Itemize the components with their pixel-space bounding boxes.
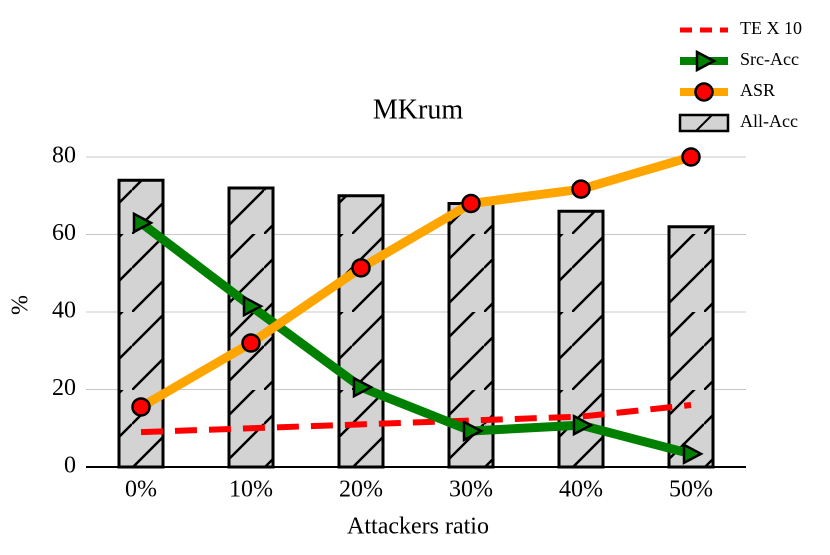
y-tick-label: 80 bbox=[52, 143, 76, 169]
chart-title: MKrum bbox=[373, 94, 463, 125]
marker bbox=[572, 414, 594, 437]
line bbox=[138, 152, 693, 411]
legend-label: ASR bbox=[740, 80, 775, 100]
legend-label: All-Acc bbox=[740, 111, 798, 131]
y-tick-label: 60 bbox=[52, 220, 76, 246]
legend: TE X 10 Src-Acc ASR All-Acc bbox=[678, 18, 802, 133]
marker bbox=[351, 258, 371, 278]
lines bbox=[131, 147, 704, 465]
marker bbox=[461, 193, 481, 214]
marker bbox=[681, 147, 701, 167]
marker bbox=[132, 211, 154, 234]
y-axis-label: % bbox=[8, 295, 34, 315]
grid: 0 20 40 60 80 0% 10% 20% 30% 40% 50% bbox=[52, 143, 746, 503]
legend-label: Src-Acc bbox=[740, 49, 799, 69]
x-tick-label: 50% bbox=[669, 477, 713, 503]
marker bbox=[242, 295, 264, 318]
line bbox=[138, 219, 693, 459]
legend-hatch bbox=[695, 114, 713, 132]
legend-label: TE X 10 bbox=[740, 18, 802, 38]
marker bbox=[571, 179, 591, 199]
x-tick-label: 0% bbox=[125, 477, 157, 503]
x-axis-label: Attackers ratio bbox=[347, 514, 489, 540]
marker bbox=[462, 419, 484, 443]
y-tick-label: 20 bbox=[52, 375, 76, 401]
bar-hatch bbox=[667, 225, 715, 469]
y-tick-label: 40 bbox=[52, 298, 76, 324]
x-tick-label: 20% bbox=[339, 477, 383, 503]
x-tick-label: 40% bbox=[559, 477, 603, 503]
line bbox=[140, 402, 692, 436]
marker bbox=[694, 82, 714, 102]
x-tick-label: 30% bbox=[449, 477, 493, 503]
x-tick-label: 10% bbox=[229, 477, 273, 503]
legend-swatch-hatch bbox=[678, 113, 730, 133]
marker bbox=[695, 49, 717, 73]
y-tick-label: 0 bbox=[64, 453, 76, 479]
marker bbox=[241, 333, 261, 353]
marker bbox=[682, 442, 704, 465]
bar-hatch bbox=[227, 186, 275, 469]
marker bbox=[131, 397, 151, 417]
marker bbox=[352, 376, 374, 399]
